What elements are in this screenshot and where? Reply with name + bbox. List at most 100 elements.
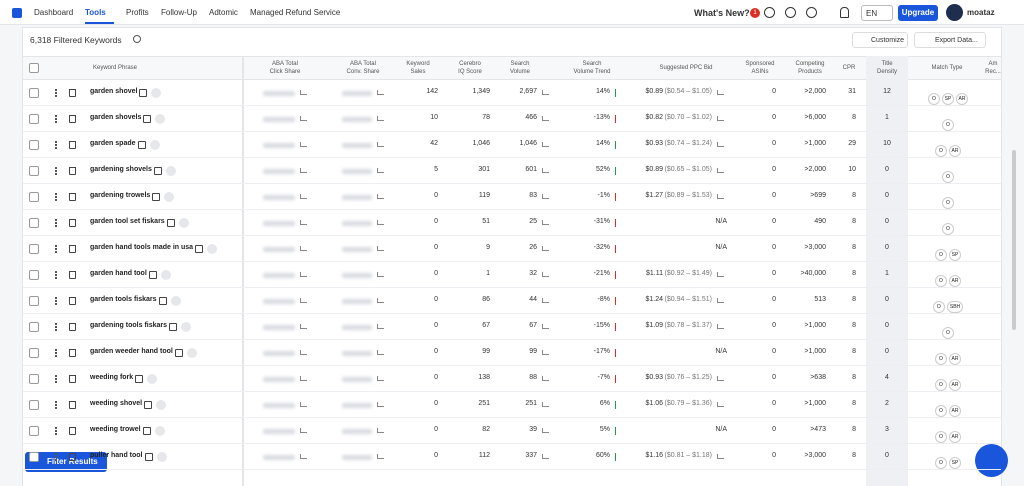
filter-results-button[interactable]: Filter Results bbox=[25, 452, 107, 472]
column-header[interactable]: Search bbox=[510, 61, 530, 67]
column-header[interactable]: ABA Total bbox=[272, 61, 298, 67]
upgrade-button[interactable]: Upgrade bbox=[898, 5, 938, 21]
delete-icon[interactable] bbox=[69, 141, 76, 149]
chart-icon[interactable] bbox=[300, 350, 307, 355]
chart-icon[interactable] bbox=[542, 272, 549, 277]
match-pill[interactable]: SP bbox=[949, 249, 961, 261]
menu-icon[interactable] bbox=[55, 89, 57, 97]
nav-item[interactable]: Follow-Up bbox=[161, 8, 198, 17]
menu-icon[interactable] bbox=[55, 453, 57, 461]
chart-icon[interactable] bbox=[300, 272, 307, 277]
match-pill[interactable]: O bbox=[935, 379, 947, 391]
keyword[interactable]: weeding shovel bbox=[90, 400, 143, 407]
match-pill[interactable]: SP bbox=[942, 93, 954, 105]
chart-icon[interactable] bbox=[300, 194, 307, 199]
amazon-icon[interactable] bbox=[156, 400, 166, 410]
external-link-icon[interactable] bbox=[143, 115, 151, 123]
chart-icon[interactable] bbox=[717, 454, 724, 459]
amazon-icon[interactable] bbox=[161, 270, 171, 280]
chart-icon[interactable] bbox=[300, 402, 307, 407]
chart-icon[interactable] bbox=[542, 194, 549, 199]
column-header[interactable]: Rec... bbox=[985, 69, 1001, 75]
chart-icon[interactable] bbox=[542, 246, 549, 251]
amazon-icon[interactable] bbox=[164, 192, 174, 202]
checkbox[interactable] bbox=[29, 348, 39, 358]
chart-icon[interactable] bbox=[377, 116, 384, 121]
column-header[interactable]: ABA Total bbox=[350, 61, 376, 67]
chart-icon[interactable] bbox=[542, 324, 549, 329]
customize-button[interactable]: Customize bbox=[852, 32, 908, 48]
checkbox[interactable] bbox=[29, 296, 39, 306]
chart-icon[interactable] bbox=[300, 454, 307, 459]
chart-icon[interactable] bbox=[300, 116, 307, 121]
chart-icon[interactable] bbox=[377, 298, 384, 303]
menu-icon[interactable] bbox=[55, 323, 57, 331]
match-pill[interactable]: AR bbox=[949, 275, 961, 287]
match-pill[interactable]: SP bbox=[949, 457, 961, 469]
external-link-icon[interactable] bbox=[154, 167, 162, 175]
column-header[interactable]: Conv. Share bbox=[346, 69, 380, 75]
keyword[interactable]: garden shovel bbox=[90, 88, 138, 95]
checkbox[interactable] bbox=[29, 322, 39, 332]
keyword[interactable]: gardening trowels bbox=[90, 192, 151, 199]
chart-icon[interactable] bbox=[377, 90, 384, 95]
keyword[interactable]: weeding trowel bbox=[90, 426, 141, 433]
chart-icon[interactable] bbox=[542, 90, 549, 95]
column-header[interactable]: CPR bbox=[842, 65, 856, 71]
column-header[interactable]: Products bbox=[798, 69, 822, 75]
match-pill[interactable]: AR bbox=[956, 93, 968, 105]
checkbox[interactable] bbox=[29, 270, 39, 280]
chart-icon[interactable] bbox=[377, 194, 384, 199]
delete-icon[interactable] bbox=[69, 245, 76, 253]
chart-icon[interactable] bbox=[300, 376, 307, 381]
chart-icon[interactable] bbox=[717, 168, 724, 173]
match-pill[interactable]: O bbox=[935, 405, 947, 417]
column-header[interactable]: Search bbox=[582, 61, 602, 67]
checkbox[interactable] bbox=[29, 192, 39, 202]
delete-icon[interactable] bbox=[69, 297, 76, 305]
export-button[interactable]: Export Data... bbox=[914, 32, 986, 48]
checkbox[interactable] bbox=[29, 63, 39, 73]
delete-icon[interactable] bbox=[69, 115, 76, 123]
menu-icon[interactable] bbox=[55, 193, 57, 201]
external-link-icon[interactable] bbox=[139, 89, 147, 97]
chart-icon[interactable] bbox=[377, 350, 384, 355]
column-header[interactable]: ASINs bbox=[751, 69, 769, 75]
keyword[interactable]: garden shovels bbox=[90, 114, 142, 121]
chart-icon[interactable] bbox=[717, 324, 724, 329]
checkbox[interactable] bbox=[29, 140, 39, 150]
amazon-icon[interactable] bbox=[147, 374, 157, 384]
match-pill[interactable]: O bbox=[935, 249, 947, 261]
amazon-icon[interactable] bbox=[155, 426, 165, 436]
match-pill[interactable]: AR bbox=[949, 353, 961, 365]
checkbox[interactable] bbox=[29, 166, 39, 176]
keyword[interactable]: weeding fork bbox=[90, 374, 134, 381]
chart-icon[interactable] bbox=[542, 168, 549, 173]
chart-icon[interactable] bbox=[300, 142, 307, 147]
menu-icon[interactable] bbox=[55, 427, 57, 435]
column-header[interactable]: Am bbox=[988, 61, 998, 67]
amazon-icon[interactable] bbox=[151, 88, 161, 98]
chart-icon[interactable] bbox=[377, 402, 384, 407]
menu-icon[interactable] bbox=[55, 401, 57, 409]
chart-icon[interactable] bbox=[300, 324, 307, 329]
chart-icon[interactable] bbox=[542, 220, 549, 225]
delete-icon[interactable] bbox=[69, 349, 76, 357]
nav-item[interactable]: Dashboard bbox=[34, 8, 74, 17]
column-header[interactable]: IQ Score bbox=[458, 69, 482, 75]
amazon-icon[interactable] bbox=[155, 114, 165, 124]
avatar[interactable] bbox=[946, 4, 963, 21]
delete-icon[interactable] bbox=[69, 323, 76, 331]
column-header[interactable]: Volume Trend bbox=[573, 69, 611, 75]
column-header[interactable]: Sales bbox=[410, 69, 426, 75]
bell-icon[interactable] bbox=[840, 7, 849, 18]
scrollbar[interactable] bbox=[1012, 150, 1016, 330]
match-pill[interactable]: O bbox=[935, 353, 947, 365]
keyword[interactable]: garden hand tool bbox=[90, 270, 147, 277]
help-icon[interactable] bbox=[785, 7, 796, 18]
checkbox[interactable] bbox=[29, 88, 39, 98]
column-header[interactable]: Keyword bbox=[406, 61, 430, 67]
menu-icon[interactable] bbox=[55, 219, 57, 227]
column-header[interactable]: Competing bbox=[795, 61, 825, 67]
checkbox[interactable] bbox=[29, 374, 39, 384]
